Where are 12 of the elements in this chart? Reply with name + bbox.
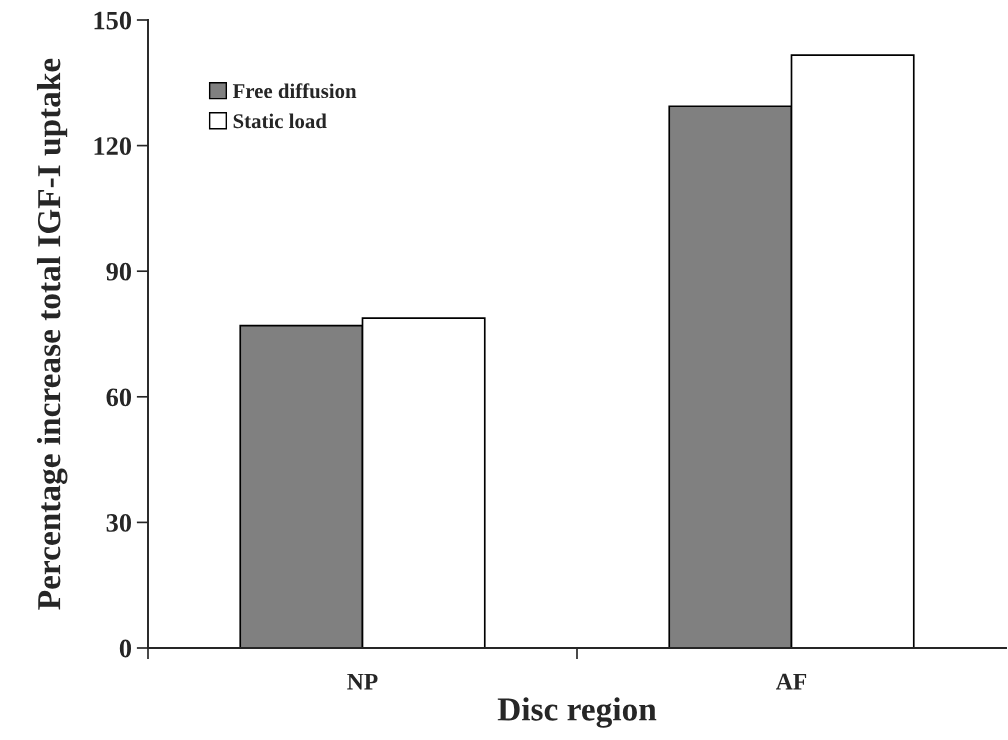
legend-label: Static load bbox=[233, 113, 327, 129]
y-tick-label: 90 bbox=[106, 262, 132, 281]
x-tick-label: AF bbox=[776, 673, 807, 690]
x-axis-title: Disc region bbox=[497, 697, 657, 728]
y-tick-label: 120 bbox=[94, 137, 132, 156]
y-tick-label: 30 bbox=[106, 514, 132, 532]
y-axis-title: Percentage increase total IGF-I uptake bbox=[36, 58, 68, 610]
y-tick-label: 0 bbox=[119, 639, 132, 658]
legend-label: Free diffusion bbox=[232, 83, 357, 99]
y-tick-label: 60 bbox=[106, 388, 132, 407]
x-tick-label: NP bbox=[347, 673, 378, 690]
y-tick-label: 150 bbox=[94, 11, 132, 30]
